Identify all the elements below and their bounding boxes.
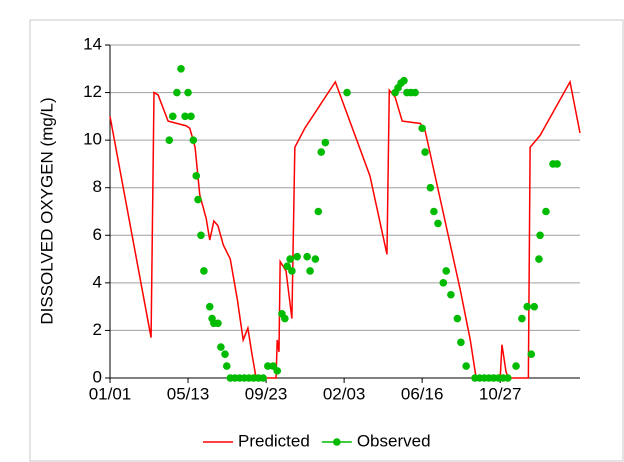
observed-point: [343, 88, 351, 97]
observed-point: [205, 302, 214, 311]
observed-point: [553, 160, 561, 168]
observed-point: [542, 207, 550, 216]
y-tick-label: 0: [93, 367, 102, 386]
observed-point: [442, 267, 451, 275]
x-tick-label: 09/23: [245, 384, 288, 403]
y-tick-label: 12: [83, 82, 102, 101]
observed-point: [400, 76, 408, 85]
observed-point: [411, 88, 419, 97]
observed-point: [434, 219, 442, 228]
observed-point: [426, 183, 435, 192]
observed-point: [447, 290, 455, 299]
observed-point: [317, 148, 326, 156]
observed-point: [293, 252, 301, 261]
observed-point: [177, 64, 185, 73]
x-tick-label: 06/16: [401, 384, 444, 403]
legend-label: Observed: [357, 431, 431, 450]
observed-point: [217, 343, 225, 351]
observed-point: [222, 362, 231, 370]
y-tick-label: 6: [93, 225, 102, 244]
observed-point: [259, 374, 267, 382]
observed-point: [283, 262, 292, 271]
legend-dot: [333, 438, 341, 446]
y-tick-label: 10: [83, 130, 102, 149]
observed-point: [214, 319, 222, 328]
observed-point: [187, 112, 195, 121]
observed-point: [462, 362, 470, 370]
observed-point: [512, 362, 520, 370]
observed-point: [197, 231, 205, 240]
observed-point: [286, 255, 294, 263]
observed-point: [430, 207, 438, 216]
observed-point: [194, 195, 202, 204]
observed-point: [288, 267, 296, 275]
observed-point: [273, 367, 282, 375]
observed-point: [192, 172, 201, 180]
observed-point: [535, 255, 543, 263]
observed-point: [527, 350, 536, 359]
x-tick-label: 05/13: [167, 384, 210, 403]
observed-point: [181, 112, 189, 121]
observed-point: [439, 279, 448, 287]
y-tick-label: 2: [93, 320, 102, 339]
observed-point: [173, 88, 181, 97]
y-axis-label: DISSOLVED OXYGEN (mg/L): [37, 97, 56, 324]
observed-point: [306, 267, 314, 275]
observed-point: [530, 302, 539, 311]
observed-point: [523, 302, 531, 311]
observed-point: [457, 338, 465, 347]
observed-point: [221, 350, 229, 359]
observed-point: [303, 252, 311, 261]
observed-point: [418, 124, 426, 133]
observed-point: [321, 138, 330, 147]
observed-point: [311, 255, 320, 263]
observed-point: [200, 267, 208, 275]
observed-point: [281, 314, 289, 323]
x-tick-label: 02/03: [323, 384, 366, 403]
predicted-line: [109, 79, 581, 379]
observed-point: [518, 314, 526, 323]
observed-point: [165, 136, 174, 144]
y-tick-label: 4: [93, 272, 102, 291]
y-tick-label: 14: [83, 34, 102, 53]
observed-point: [184, 88, 192, 97]
y-tick-label: 8: [93, 177, 102, 196]
observed-point: [453, 314, 462, 323]
observed-point: [504, 374, 512, 382]
observed-point: [421, 148, 429, 156]
observed-point: [314, 207, 323, 216]
observed-point: [264, 362, 272, 370]
observed-point: [168, 112, 177, 121]
observed-point: [536, 231, 544, 240]
observed-point: [189, 136, 198, 144]
frame: [29, 19, 624, 462]
x-tick-label: 10/27: [479, 384, 522, 403]
x-tick-label: 01/01: [89, 384, 132, 403]
legend-label: Predicted: [238, 431, 310, 450]
